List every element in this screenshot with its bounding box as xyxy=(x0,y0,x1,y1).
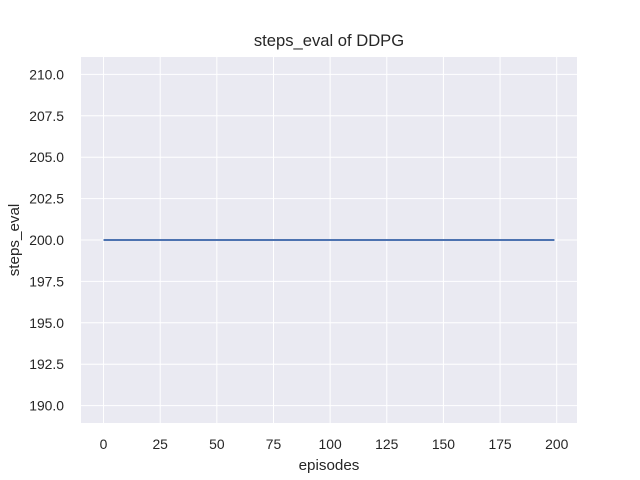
x-axis-label: episodes xyxy=(299,457,360,474)
y-tick-label: 210.0 xyxy=(29,66,64,82)
x-tick-label: 0 xyxy=(100,436,108,452)
y-tick-label: 197.5 xyxy=(29,273,64,289)
y-tick-labels: 190.0 192.5 195.0 197.5 200.0 202.5 205.0 207.5… xyxy=(29,66,64,413)
x-tick-label: 100 xyxy=(319,436,342,452)
x-tick-labels: 0 25 50 75 100 125 150 175 200 xyxy=(100,436,569,452)
x-tick-label: 50 xyxy=(209,436,225,452)
x-tick-label: 200 xyxy=(545,436,568,452)
x-tick-label: 75 xyxy=(266,436,282,452)
y-tick-label: 202.5 xyxy=(29,191,64,207)
y-tick-label: 205.0 xyxy=(29,149,64,165)
x-tick-label: 125 xyxy=(375,436,398,452)
x-tick-label: 150 xyxy=(432,436,455,452)
y-tick-label: 200.0 xyxy=(29,232,64,248)
x-tick-label: 175 xyxy=(488,436,511,452)
y-axis-label: steps_eval xyxy=(6,204,23,277)
y-tick-label: 207.5 xyxy=(29,108,64,124)
chart-title: steps_eval of DDPG xyxy=(254,31,404,50)
y-tick-label: 190.0 xyxy=(29,398,64,414)
y-tick-label: 195.0 xyxy=(29,315,64,331)
x-tick-label: 25 xyxy=(152,436,168,452)
y-tick-label: 192.5 xyxy=(29,356,64,372)
